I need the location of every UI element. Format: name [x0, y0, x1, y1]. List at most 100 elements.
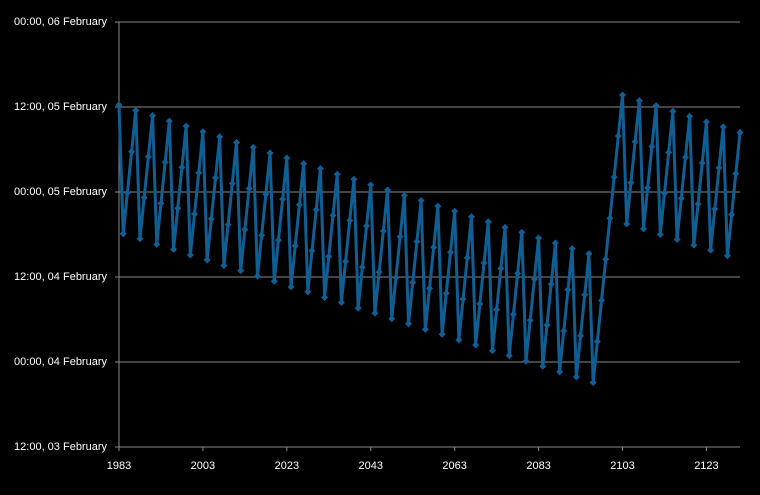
x-tick-label: 2103	[610, 460, 634, 472]
data-point	[585, 250, 593, 258]
data-point	[270, 277, 278, 285]
x-tick-label: 2043	[359, 460, 383, 472]
data-point	[279, 195, 287, 203]
data-point	[488, 347, 496, 355]
data-point	[232, 138, 240, 146]
data-point	[480, 259, 488, 267]
data-point	[426, 284, 433, 292]
data-point	[325, 252, 333, 260]
data-point	[476, 300, 484, 308]
data-point	[333, 170, 341, 178]
data-point	[136, 235, 144, 243]
data-point	[656, 231, 664, 238]
data-point	[253, 272, 261, 280]
data-point	[732, 170, 740, 178]
x-tick-label: 2063	[442, 460, 466, 472]
data-point	[673, 235, 681, 243]
data-point	[610, 173, 618, 181]
x-tick-label: 2023	[275, 460, 299, 472]
data-point	[421, 325, 429, 333]
data-point	[409, 279, 417, 287]
data-point	[677, 194, 685, 202]
data-point	[291, 242, 299, 250]
data-point	[736, 129, 744, 136]
data-point	[581, 291, 589, 299]
data-point	[698, 159, 706, 167]
data-point	[606, 214, 614, 222]
data-point	[719, 123, 727, 131]
x-tick-label: 2123	[694, 460, 718, 472]
data-point	[228, 180, 236, 187]
data-point	[539, 362, 547, 370]
data-point	[308, 247, 316, 255]
data-point	[237, 267, 245, 275]
data-point	[174, 204, 182, 212]
data-point	[203, 256, 211, 264]
data-point	[652, 102, 660, 110]
data-point	[564, 286, 572, 294]
data-point	[199, 128, 207, 136]
data-point	[153, 240, 161, 248]
data-point	[484, 218, 492, 226]
data-point	[442, 289, 450, 297]
data-point	[623, 220, 631, 228]
x-tick-label: 2083	[526, 460, 550, 472]
data-point	[354, 304, 362, 312]
data-point	[207, 215, 215, 223]
data-point	[224, 221, 232, 229]
data-point	[212, 174, 220, 182]
data-point	[367, 181, 375, 189]
data-point	[518, 228, 526, 236]
y-tick-label: 00:00, 05 February	[14, 186, 107, 198]
data-point	[388, 315, 396, 323]
data-point	[681, 153, 689, 161]
x-tick-label: 1983	[107, 460, 131, 472]
data-point	[321, 294, 329, 302]
data-point	[346, 216, 354, 224]
data-point	[405, 320, 413, 328]
data-point	[182, 122, 190, 130]
data-point	[644, 184, 652, 192]
data-point	[191, 210, 199, 218]
data-point	[400, 192, 408, 200]
data-point	[413, 238, 421, 246]
data-point	[572, 373, 580, 381]
data-point	[577, 332, 585, 340]
data-point	[417, 197, 425, 204]
data-point	[329, 211, 337, 219]
data-point	[140, 194, 148, 202]
x-tick-label: 2003	[191, 460, 215, 472]
data-point	[501, 223, 509, 231]
data-point	[669, 107, 677, 115]
data-point	[375, 268, 383, 276]
data-point	[551, 239, 559, 247]
data-point	[602, 255, 610, 263]
data-point	[505, 352, 513, 360]
data-point	[384, 186, 392, 194]
data-point	[396, 233, 404, 241]
data-point	[535, 234, 543, 242]
data-point	[635, 97, 643, 105]
data-point	[723, 252, 731, 260]
data-point	[463, 254, 471, 262]
data-point	[266, 149, 274, 157]
y-tick-label: 12:00, 05 February	[14, 101, 107, 113]
data-point	[170, 245, 178, 253]
data-point	[665, 148, 673, 156]
data-point	[614, 132, 622, 140]
y-tick-label: 00:00, 06 February	[14, 16, 107, 28]
data-point	[392, 274, 400, 282]
data-point	[132, 107, 140, 115]
data-point	[258, 231, 266, 239]
data-point	[304, 288, 312, 296]
data-point	[728, 211, 736, 219]
data-point	[660, 189, 668, 197]
data-point	[144, 153, 152, 161]
data-point	[337, 299, 345, 306]
data-point	[514, 269, 522, 277]
data-point	[430, 243, 438, 251]
data-point	[715, 164, 723, 172]
y-tick-label: 00:00, 04 February	[14, 356, 107, 368]
